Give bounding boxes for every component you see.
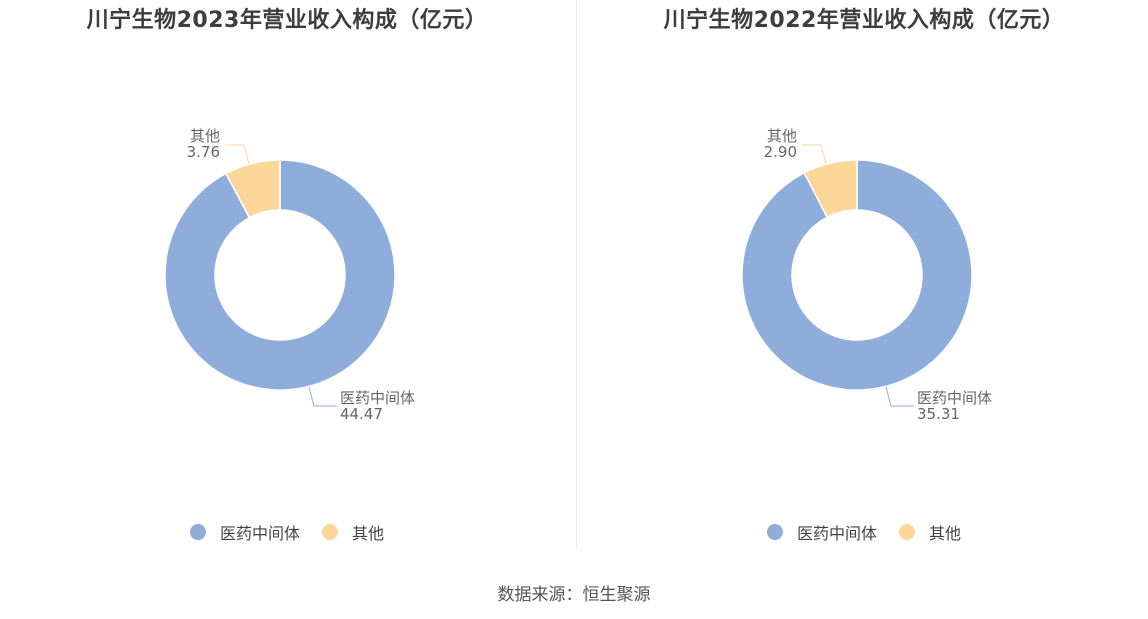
slice-category-label: 医药中间体 <box>917 389 992 407</box>
leader-line <box>225 144 250 165</box>
donut-slice-pharma[interactable] <box>164 159 396 391</box>
legend-label: 医药中间体 <box>796 524 877 543</box>
chart-panel-2023: 川宁生物2023年营业收入构成（亿元） 医药中间体 44.47 其他 3.76 医药中… <box>0 0 574 560</box>
legend: 医药中间体 其他 <box>577 520 1148 544</box>
leader-line <box>802 144 827 165</box>
leader-line <box>308 386 337 407</box>
legend-item-pharma[interactable]: 医药中间体 <box>189 520 300 544</box>
legend-marker-pharma <box>189 524 206 540</box>
legend-marker-other <box>322 524 338 540</box>
donut-slice-pharma[interactable] <box>741 159 973 391</box>
donut-slice-other[interactable] <box>224 159 281 219</box>
slice-category-label: 医药中间体 <box>340 389 415 407</box>
legend-label: 其他 <box>929 524 962 543</box>
legend-item-other[interactable]: 其他 <box>322 520 384 544</box>
leader-line <box>885 386 914 407</box>
slice-value-label: 35.31 <box>917 405 960 423</box>
slice-label-other: 其他3.76 <box>187 127 250 165</box>
chart-panel-2022: 川宁生物2022年营业收入构成（亿元） 医药中间体 35.31 其他 2.90 医药中… <box>577 0 1148 560</box>
legend-label: 医药中间体 <box>219 524 300 543</box>
slice-category-label: 其他 <box>190 127 220 145</box>
chart-title: 川宁生物2023年营业收入构成（亿元） <box>86 8 488 33</box>
legend-item-other[interactable]: 其他 <box>899 520 961 544</box>
chart-title: 川宁生物2022年营业收入构成（亿元） <box>663 8 1065 33</box>
legend-marker-other <box>899 524 915 540</box>
data-source: 数据来源：恒生聚源 <box>497 585 651 605</box>
legend: 医药中间体 其他 <box>0 520 574 544</box>
slice-label-other: 其他2.90 <box>764 127 827 165</box>
slice-category-label: 其他 <box>767 127 797 145</box>
legend-item-pharma[interactable]: 医药中间体 <box>766 520 877 544</box>
legend-marker-pharma <box>766 524 783 540</box>
legend-label: 其他 <box>352 524 385 543</box>
slice-value-label: 2.90 <box>764 143 797 161</box>
panel-divider <box>576 0 577 550</box>
slice-value-label: 3.76 <box>187 143 220 161</box>
slice-value-label: 44.47 <box>340 405 383 423</box>
donut-slice-other[interactable] <box>803 159 858 219</box>
